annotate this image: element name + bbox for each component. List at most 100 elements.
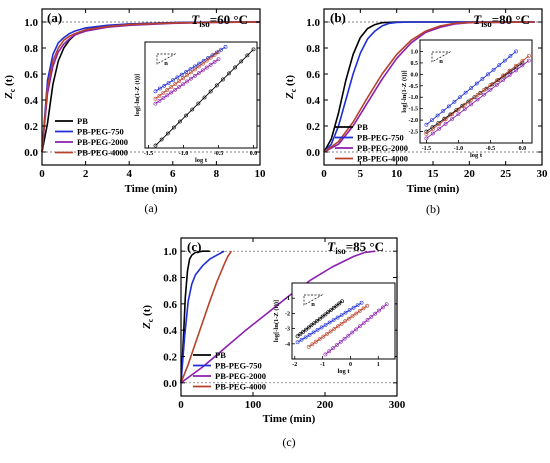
inset-point-pb-peg-2000: [488, 87, 493, 92]
inset-point-pb-peg-2000: [475, 97, 480, 102]
inset-point-pb: [315, 319, 319, 323]
inset-y-tick-label: -1.5: [409, 107, 419, 113]
y-label-subscript: c: [8, 88, 17, 92]
inset-point-pb-peg-2000: [153, 101, 158, 106]
title-subscript: iso: [199, 19, 210, 29]
x-tick-label: 100: [245, 399, 262, 411]
inset-point-pb: [334, 303, 339, 308]
inset-point-pb-peg-4000: [443, 117, 448, 122]
inset-point-pb-peg-2000: [365, 318, 370, 322]
inset-point-pb-peg-750: [331, 318, 336, 322]
inset-point-pb-peg-2000: [208, 62, 213, 67]
inset-point-pb: [301, 329, 306, 334]
title-T: T: [473, 12, 482, 27]
legend-label: PB-PEG-2000: [77, 137, 128, 147]
inset-point-pb: [326, 310, 331, 315]
inset-point-pb: [306, 325, 311, 330]
inset-point-pb: [245, 53, 250, 58]
y-axis-label: Zc (t): [141, 305, 155, 330]
inset-point-pb-peg-4000: [200, 61, 205, 66]
inset-point-pb-peg-4000: [325, 332, 329, 336]
inset-point-pb-peg-2000: [323, 352, 328, 357]
y-tick-label: 0.6: [163, 299, 177, 311]
inset-point-pb-peg-4000: [336, 324, 340, 329]
x-tick-label: 300: [389, 399, 406, 411]
inset-point-pb-peg-750: [327, 320, 332, 325]
series-line-pb: [323, 21, 535, 153]
inset-fit-line-pb: [297, 300, 343, 337]
inset-point-pb-peg-2000: [437, 126, 442, 131]
inset-x-tick-label: -1.5: [144, 151, 154, 157]
panel-title: Tiso=60 °C: [191, 12, 248, 29]
inset-point-pb-peg-750: [474, 81, 479, 86]
inset-point-pb-peg-4000: [208, 55, 213, 60]
inset-x-tick-label: -2: [292, 362, 297, 368]
inset-point-pb-peg-2000: [526, 58, 531, 63]
inset-point-pb-peg-750: [508, 54, 513, 58]
inset-point-pb-peg-4000: [306, 344, 311, 349]
inset-point-pb-peg-2000: [338, 339, 343, 344]
inset-point-pb-peg-750: [458, 95, 462, 100]
inset-x-axis-label: log t: [337, 368, 350, 375]
y-tick-label: 0.8: [163, 273, 177, 285]
inset-point-pb-peg-4000: [514, 63, 518, 68]
inset-point-pb-peg-4000: [424, 131, 429, 136]
inset-point-pb-peg-750: [430, 118, 434, 123]
inset-point-pb: [304, 327, 308, 332]
x-tick-label: 20: [464, 168, 476, 180]
inset-x-tick-label: 1: [377, 362, 380, 368]
legend-label: PB: [357, 122, 368, 132]
inset-point-pb-peg-750: [171, 78, 175, 83]
inset-point-pb-peg-750: [343, 310, 348, 315]
inset-plot: -1.5 -1.0 -0.5 0.0 log t log[-ln(1-Z (t))] n: [134, 41, 258, 164]
inset-point-pb-peg-750: [162, 83, 167, 88]
x-axis-label: Time (min): [263, 413, 316, 425]
inset-point-pb-peg-4000: [501, 73, 506, 78]
inset-point-pb-peg-4000: [189, 70, 193, 75]
inset-point-pb-peg-4000: [520, 58, 525, 63]
inset-point-pb-peg-4000: [177, 79, 182, 84]
inset-x-tick-label: -1.0: [454, 146, 464, 152]
inset-point-pb-peg-750: [184, 69, 189, 74]
inset-point-pb: [329, 308, 333, 312]
inset-x-axis-label: log t: [195, 157, 208, 164]
inset-y-tick-label: -2.0: [409, 118, 419, 124]
inset-y-tick-label: -4: [285, 342, 290, 348]
inset-point-pb-peg-4000: [494, 78, 499, 83]
y-tick-label: 1.0: [163, 246, 177, 258]
inset-x-tick-label: -0.5: [214, 151, 224, 157]
inset-point-pb-peg-4000: [314, 339, 318, 344]
panel-caption: (a): [144, 201, 157, 215]
inset-point-pb-peg-2000: [450, 117, 454, 121]
x-tick-label: 10: [255, 168, 267, 180]
inset-plot: -1.5 -1.0 -0.5 0.0 -2.5 -2.0 -1.5 -1.0 -0.5 0.0 0.…: [401, 39, 533, 159]
inset-point-pb-peg-2000: [212, 60, 217, 64]
inset-point-pb-peg-2000: [469, 102, 474, 107]
inset-point-pb: [424, 129, 429, 134]
inset-fit-line-pb-peg-750: [426, 51, 517, 126]
panel-label: (a): [47, 10, 62, 25]
y-tick-label: 0.6: [24, 69, 38, 81]
inset-point-pb-peg-4000: [437, 122, 442, 127]
inset-point-pb: [220, 77, 225, 82]
panel-label: (b): [330, 10, 346, 25]
inset-x-axis-label: log t: [470, 152, 483, 159]
inset-point-pb-peg-4000: [212, 52, 217, 57]
inset-point-pb-peg-750: [311, 330, 316, 335]
inset-point-pb-peg-750: [497, 63, 502, 68]
inset-point-pb-peg-4000: [354, 311, 359, 316]
inset-point-pb-peg-750: [339, 313, 344, 318]
inset-y-tick-label: -3: [285, 327, 290, 333]
y-tick-label: 0.6: [306, 69, 320, 81]
series-line-pb-peg-4000: [323, 21, 535, 153]
inset-point-pb-peg-4000: [507, 68, 512, 73]
inset-point-pb-peg-750: [435, 113, 440, 118]
inset-point-pb-peg-2000: [384, 302, 389, 307]
inset-point-pb: [295, 334, 300, 339]
inset-y-tick-label: 0.0: [411, 72, 419, 78]
inset-point-pb: [196, 101, 201, 106]
inset-point-pb-peg-750: [335, 315, 340, 320]
inset-point-pb-peg-750: [351, 305, 356, 310]
y-tick-label: 0.8: [306, 43, 320, 55]
inset-point-pb: [233, 65, 238, 70]
